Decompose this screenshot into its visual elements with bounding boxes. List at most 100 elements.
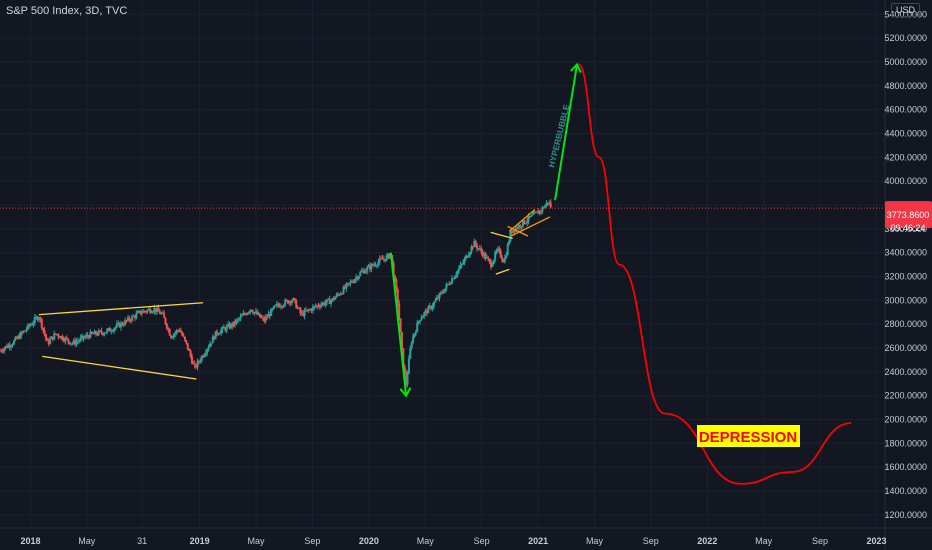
candle-body	[143, 310, 146, 312]
candle-body	[227, 324, 230, 327]
y-axis[interactable]: 1200.0000 1400.0000 1600.0000 1800.0000 2000…	[884, 0, 927, 550]
arrow-shaft	[554, 64, 579, 201]
candle-body	[275, 303, 278, 306]
y-tick-label: 3200.0000	[884, 272, 927, 282]
candle-body	[481, 251, 484, 257]
candle-body	[170, 335, 173, 339]
candle-body	[161, 312, 164, 314]
candle-body	[496, 248, 499, 251]
candle-body	[374, 264, 377, 266]
candle-body	[39, 317, 42, 320]
candle-body	[274, 305, 277, 307]
candle-body	[489, 261, 492, 267]
candle-body	[412, 336, 415, 343]
projection-curve	[577, 63, 852, 485]
candle-body	[86, 335, 89, 337]
candle-body	[96, 334, 99, 336]
candle-body	[138, 310, 141, 312]
candle-body	[328, 298, 331, 304]
candle-body	[320, 304, 323, 307]
candle-body	[228, 324, 231, 329]
price-tag-countdown: 09:46:24	[890, 223, 925, 233]
candle-body	[14, 337, 17, 341]
y-tick-label: 5400.0000	[884, 9, 927, 19]
candle-body	[259, 313, 262, 318]
candle-body	[221, 326, 224, 330]
candle-body	[0, 350, 3, 352]
candle-body	[24, 330, 27, 332]
candle-body	[75, 341, 78, 345]
candle-body	[540, 210, 543, 212]
candle-body	[60, 336, 63, 339]
candle-body	[535, 211, 538, 213]
candle-body	[107, 328, 110, 330]
candle-body	[502, 259, 505, 263]
candle-body	[339, 293, 342, 295]
y-tick-label: 4000.0000	[884, 176, 927, 186]
candle-body	[416, 322, 419, 332]
candle-body	[21, 332, 24, 334]
candle-body	[160, 313, 163, 315]
y-tick-label: 4600.0000	[884, 105, 927, 115]
candle-body	[477, 248, 480, 250]
candle-body	[178, 330, 181, 332]
candle-body	[121, 322, 124, 325]
x-tick-label: Sep	[474, 536, 490, 546]
candle-body	[220, 329, 223, 334]
candle-body	[142, 310, 145, 313]
candle-body	[485, 257, 488, 259]
candle-body	[338, 294, 341, 296]
candle-body	[414, 331, 417, 334]
candle-body	[32, 322, 35, 325]
y-tick-label: 2000.0000	[884, 415, 927, 425]
depression-label: DEPRESSION	[697, 425, 800, 447]
candle-body	[363, 270, 366, 274]
candle-body	[483, 253, 486, 257]
candle-body	[200, 356, 203, 361]
candle-body	[371, 264, 374, 266]
candle-body	[213, 336, 216, 340]
candle-body	[256, 311, 259, 315]
candle-body	[506, 244, 509, 256]
candle-body	[452, 278, 455, 280]
candle-body	[517, 224, 520, 229]
candle-body	[419, 320, 422, 322]
x-tick-label: 2019	[190, 536, 210, 546]
candle-body	[311, 306, 314, 311]
candle-body	[74, 340, 77, 345]
candle-body	[437, 297, 440, 299]
candle-body	[310, 309, 313, 311]
candle-body	[168, 329, 171, 336]
candle-body	[136, 311, 139, 314]
candle-body	[40, 319, 43, 328]
candle-body	[478, 248, 481, 250]
candle-body	[266, 317, 269, 319]
candle-body	[54, 333, 57, 335]
candle-body	[289, 301, 292, 303]
candle-body	[381, 258, 384, 260]
candle-body	[222, 326, 225, 328]
candle-body	[469, 252, 472, 256]
candle-body	[99, 330, 102, 332]
candle-body	[343, 286, 346, 289]
candle-body	[425, 310, 428, 314]
x-tick-label: May	[248, 536, 266, 546]
candle-body	[531, 214, 534, 216]
candle-body	[79, 337, 82, 341]
candle-body	[292, 298, 295, 301]
candle-body	[145, 311, 148, 313]
candle-body	[241, 315, 244, 317]
x-axis[interactable]: 2018 May 31 2019 May Sep 2020 May Sep 2021 May Sep 2…	[0, 527, 932, 546]
currency-badge[interactable]: USD	[890, 3, 920, 17]
candle-body	[534, 212, 537, 214]
y-tick-label: 1800.0000	[884, 438, 927, 448]
x-tick-label: May	[78, 536, 96, 546]
candle-body	[154, 307, 157, 312]
candle-body	[378, 258, 381, 262]
candle-body	[69, 343, 72, 345]
candle-body	[253, 312, 256, 314]
candle-body	[395, 279, 398, 290]
candle-body	[279, 306, 282, 308]
candle-body	[103, 333, 106, 335]
